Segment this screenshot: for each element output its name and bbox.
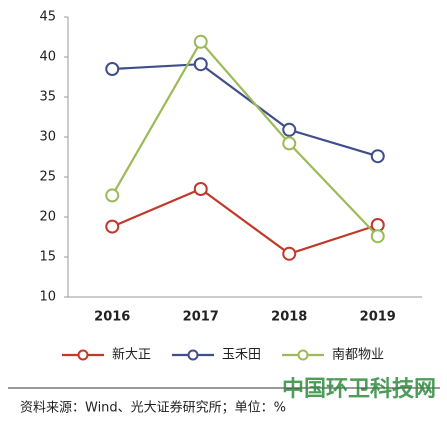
watermark: 中国环卫科技网 [282, 377, 436, 402]
point [105, 219, 120, 234]
point [105, 62, 120, 76]
source: 资料来源：Wind、光大证券研究所；单位：% [20, 400, 286, 416]
legend-marker [187, 349, 199, 361]
y-tick-label: 45 [39, 10, 56, 25]
series-line [112, 63, 379, 158]
point [282, 246, 297, 261]
y-tick-label: 20 [39, 210, 56, 225]
x-tick-label: 2016 [94, 310, 130, 325]
legend-label: 南都物业 [332, 347, 384, 363]
legend-label: 玉禾田 [222, 348, 261, 363]
series-line [111, 39, 379, 237]
point [193, 57, 208, 72]
point [193, 34, 208, 49]
point [370, 149, 385, 164]
point [105, 188, 120, 203]
y-tick-label: 35 [39, 90, 56, 105]
point [370, 229, 385, 244]
point [282, 122, 297, 137]
legend-marker [77, 349, 89, 361]
y-tick-label: 10 [39, 290, 56, 305]
y-tick-label: 15 [39, 250, 56, 265]
y-tick-label: 30 [39, 130, 56, 145]
y-tick-label: 25 [39, 170, 56, 185]
series-line [111, 187, 379, 256]
x-tick-label: 2018 [271, 310, 307, 325]
y-tick-label: 40 [39, 50, 56, 65]
x-tick-label: 2017 [183, 310, 219, 325]
legend-marker [297, 349, 309, 361]
point [193, 182, 208, 196]
x-tick-label: 2019 [360, 310, 396, 325]
point [282, 136, 297, 151]
legend-label: 新大正 [112, 347, 151, 363]
